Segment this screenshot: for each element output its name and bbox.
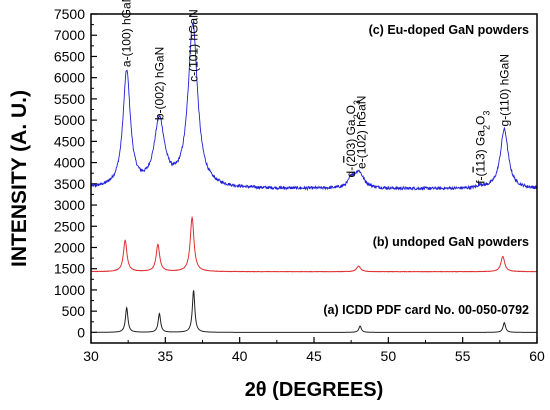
series-line-1: [90, 215, 538, 273]
y-tick-label: 7000: [54, 27, 85, 43]
y-tick-label: 4500: [54, 133, 85, 149]
y-tick-label: 1500: [54, 261, 85, 277]
series-lines: [90, 20, 538, 333]
series-line-0: [90, 20, 538, 192]
peak-annotation-d: d-(203) Ga2O3: [344, 100, 362, 177]
axis-ticks: 30 35 40 45 50 55 60 0 500 1000 1500 2000 2500 3000 35…: [54, 6, 545, 364]
series-label-c: (c) Eu-doped GaN powders: [369, 23, 529, 37]
series-line-2: [91, 290, 538, 333]
y-axis-title: INTENSITY (A. U.): [8, 90, 31, 267]
y-tick-label: 3500: [54, 176, 85, 192]
y-tick-label: 5000: [54, 112, 85, 128]
x-tick-label: 45: [306, 348, 322, 364]
y-tick-label: 6000: [54, 70, 85, 86]
x-axis-title: 2θ (DEGREES): [245, 379, 384, 401]
x-tick-label: 40: [232, 348, 248, 364]
y-tick-label: 2500: [54, 218, 85, 234]
peak-annotation-e: e-(102) hGaN: [355, 96, 369, 169]
x-tick-label: 50: [381, 348, 397, 364]
peak-annotation-f: f-(113) Ga2O3: [474, 111, 492, 184]
y-tick-label: 500: [62, 303, 86, 319]
peak-annotation-b: b-(002) hGaN: [152, 47, 166, 120]
series-label-a: (a) ICDD PDF card No. 00-050-0792: [323, 303, 529, 317]
y-tick-label: 2000: [54, 239, 85, 255]
peak-annotation-c: c-(101) hGaN: [187, 9, 201, 82]
y-tick-label: 7500: [54, 6, 85, 22]
y-tick-label: 5500: [54, 91, 85, 107]
y-tick-label: 6500: [54, 48, 85, 64]
x-tick-label: 60: [529, 348, 545, 364]
x-tick-label: 35: [158, 348, 174, 364]
peak-annotations: a-(100) hGaN b-(002) hGaN c-(101) hGaN d-(2…: [120, 0, 512, 184]
y-tick-label: 0: [77, 324, 85, 340]
y-tick-label: 1000: [54, 282, 85, 298]
x-tick-label: 55: [455, 348, 471, 364]
x-tick-label: 30: [83, 348, 99, 364]
plot-frame: [90, 13, 538, 344]
y-tick-label: 3000: [54, 197, 85, 213]
peak-annotation-a: a-(100) hGaN: [120, 0, 134, 67]
series-label-b: (b) undoped GaN powders: [373, 235, 529, 249]
peak-annotation-g: g-(110) hGaN: [497, 54, 511, 126]
y-tick-label: 4000: [54, 155, 85, 171]
